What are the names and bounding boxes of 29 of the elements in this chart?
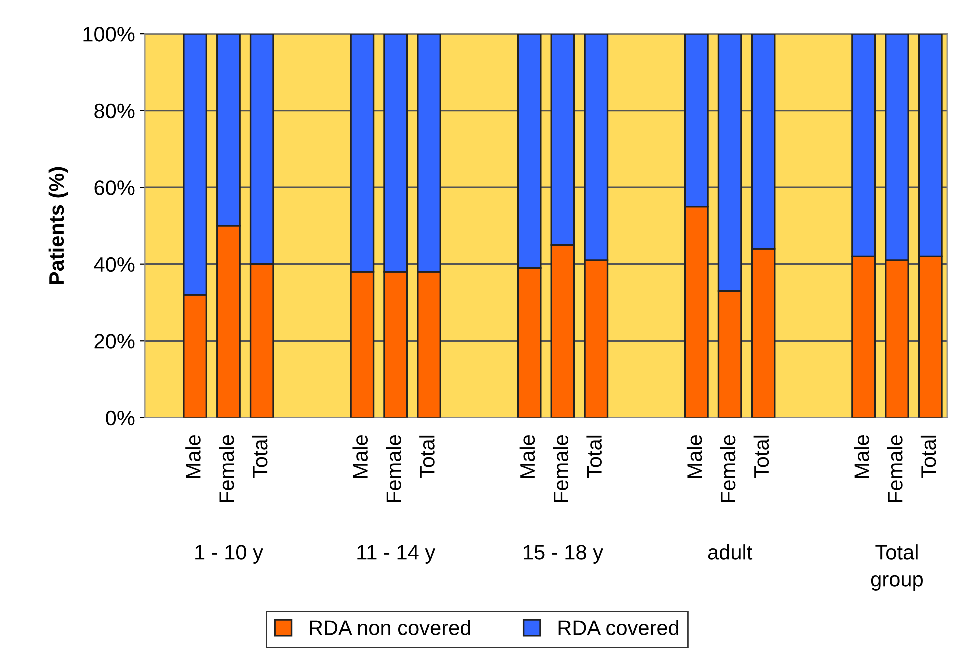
- y-tick-label: 60%: [94, 180, 135, 196]
- x-tick-label: Male: [520, 435, 536, 478]
- y-tick-label: 40%: [94, 257, 135, 272]
- x-tick-label: Female: [386, 435, 402, 502]
- x-tick-label: Female: [720, 435, 736, 502]
- x-tick-label: Male: [352, 435, 368, 478]
- text: Total group: [871, 544, 923, 591]
- x-tick-label: Male: [186, 435, 201, 478]
- text: adult: [708, 544, 753, 560]
- legend-label: RDA non covered: [310, 620, 470, 636]
- y-axis-title: Patients (%): [48, 167, 68, 284]
- text: 1 - 10 y: [196, 545, 264, 564]
- x-tick-label: Total: [586, 436, 602, 478]
- text: 15 - 18 y: [524, 545, 604, 564]
- y-tick-label: 20%: [94, 334, 135, 349]
- y-tick-label: 80%: [94, 104, 135, 119]
- x-tick-label: Male: [686, 435, 702, 478]
- x-tick-label: Total: [754, 436, 770, 478]
- x-tick-label: Female: [553, 435, 569, 502]
- text: 11 - 14 y: [358, 545, 436, 564]
- x-tick-label: Total: [252, 436, 268, 478]
- y-tick-label: 100%: [84, 27, 135, 42]
- x-tick-label: Total: [420, 436, 435, 478]
- y-tick-label: 0%: [106, 410, 135, 426]
- x-tick-label: Male: [854, 435, 870, 478]
- x-tick-label: Female: [219, 435, 234, 502]
- x-tick-label: Female: [888, 435, 903, 502]
- legend-label: RDA covered: [558, 620, 679, 636]
- x-tick-label: Total: [920, 436, 936, 478]
